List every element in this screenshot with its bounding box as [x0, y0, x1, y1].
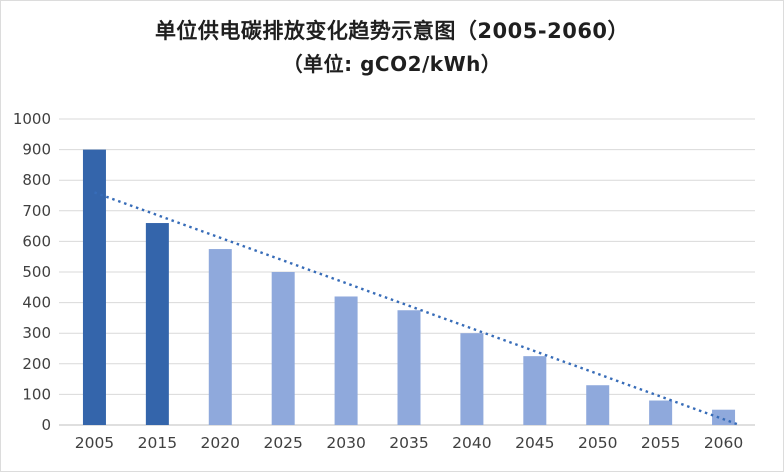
bar-2015 [145, 223, 169, 425]
x-tick-label-2050: 2050 [578, 434, 617, 452]
chart-plot-svg: 0 100 200 300 400 500 600 700 800 900 1000 2005 2015… [13, 110, 755, 452]
bar-2045 [523, 356, 547, 425]
x-tick-label-2015: 2015 [138, 434, 177, 452]
y-tick-label-400: 400 [22, 294, 51, 312]
x-tick-label-2030: 2030 [326, 434, 365, 452]
x-tick-label-2060: 2060 [704, 434, 743, 452]
y-tick-label-0: 0 [41, 416, 51, 434]
bar-2005 [82, 149, 106, 425]
bar-2025 [271, 272, 295, 425]
x-tick-label-2005: 2005 [75, 434, 114, 452]
bar-2050 [586, 385, 610, 425]
bar-2030 [334, 296, 358, 425]
bar-2055 [649, 400, 673, 425]
y-tick-label-800: 800 [22, 171, 51, 189]
bar-2035 [397, 310, 421, 425]
y-tick-label-900: 900 [22, 141, 51, 159]
y-tick-label-700: 700 [22, 202, 51, 220]
y-tick-label-200: 200 [22, 355, 51, 373]
chart-title: 单位供电碳排放变化趋势示意图（2005-2060） [154, 19, 630, 43]
chart-title-block: 单位供电碳排放变化趋势示意图（2005-2060） （单位: gCO2/kWh） [1, 15, 783, 80]
chart-plot-area: 0 100 200 300 400 500 600 700 800 900 1000 2005 2015… [1, 101, 784, 473]
bar-2060 [712, 409, 736, 425]
y-tick-label-600: 600 [22, 232, 51, 250]
x-tick-label-2020: 2020 [201, 434, 240, 452]
bar-2020 [208, 249, 232, 425]
x-tick-label-2025: 2025 [263, 434, 302, 452]
trend-line [94, 191, 740, 427]
y-tick-label-100: 100 [22, 385, 51, 403]
bar-2040 [460, 333, 484, 425]
x-tick-label-2040: 2040 [452, 434, 491, 452]
x-tick-label-2045: 2045 [515, 434, 554, 452]
x-tick-label-2055: 2055 [641, 434, 680, 452]
y-tick-label-1000: 1000 [13, 110, 51, 128]
y-tick-label-500: 500 [22, 263, 51, 281]
y-tick-label-300: 300 [22, 324, 51, 342]
chart-subtitle: （单位: gCO2/kWh） [282, 52, 502, 76]
x-tick-label-2035: 2035 [389, 434, 428, 452]
